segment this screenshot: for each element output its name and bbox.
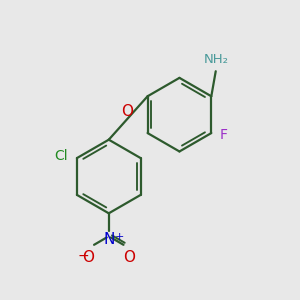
Text: −: − xyxy=(77,249,89,262)
Text: O: O xyxy=(123,250,135,265)
Text: +: + xyxy=(115,232,124,242)
Text: O: O xyxy=(121,104,133,119)
Text: O: O xyxy=(82,250,94,265)
Text: N: N xyxy=(103,232,115,247)
Text: F: F xyxy=(220,128,228,142)
Text: NH₂: NH₂ xyxy=(204,53,229,66)
Text: Cl: Cl xyxy=(54,149,68,163)
